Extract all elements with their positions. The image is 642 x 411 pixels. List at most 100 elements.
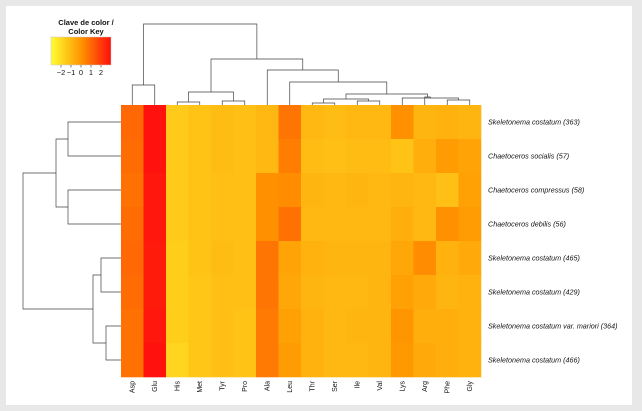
column-label: Ser bbox=[332, 380, 339, 392]
column-label: Phe bbox=[444, 381, 451, 394]
heatmap-cell bbox=[346, 105, 369, 140]
heatmap-cell bbox=[121, 241, 144, 276]
color-key-tick-label: 0 bbox=[79, 68, 83, 77]
heatmap-cell bbox=[166, 275, 189, 310]
heatmap-cell bbox=[346, 343, 369, 378]
heatmap-cell bbox=[166, 241, 189, 276]
column-labels: Asp Glu His Met Tyr Pro Ala Leu Thr Ser Ile Val Lys A… bbox=[129, 380, 474, 393]
heatmap-cell bbox=[413, 105, 437, 140]
heatmap-cell bbox=[346, 207, 369, 242]
heatmap-cell bbox=[391, 343, 414, 378]
heatmap-cell bbox=[368, 343, 392, 378]
heatmap-cell bbox=[346, 139, 369, 174]
heatmap-cell bbox=[211, 241, 234, 276]
row-label: Chaetoceros compressus (58) bbox=[488, 186, 584, 195]
heatmap-cell bbox=[278, 207, 302, 242]
heatmap-cell bbox=[211, 139, 234, 174]
heatmap-cell bbox=[211, 207, 234, 242]
heatmap-cell bbox=[211, 173, 234, 208]
heatmap-cell bbox=[211, 275, 234, 310]
column-label: Leu bbox=[287, 381, 294, 393]
heatmap-cell bbox=[413, 207, 437, 242]
heatmap-cell bbox=[368, 275, 392, 310]
row-labels: Skeletonema costatum (363) Chaetoceros so… bbox=[488, 118, 618, 365]
row-label: Skeletonema costatum (465) bbox=[488, 254, 580, 263]
heatmap-cell bbox=[143, 139, 167, 174]
column-label: Ile bbox=[354, 381, 361, 389]
heatmap-cell bbox=[166, 173, 189, 208]
heatmap-cell bbox=[436, 343, 459, 378]
heatmap-cell bbox=[413, 309, 437, 344]
heatmap-cell bbox=[143, 241, 167, 276]
heatmap-cell bbox=[301, 241, 324, 276]
row-label: Skeletonema costatum (466) bbox=[488, 356, 580, 365]
color-key-tick-label: −2 bbox=[57, 68, 66, 77]
dendrogram-branch bbox=[311, 102, 336, 105]
heatmap-cell bbox=[436, 173, 459, 208]
heatmap-cell bbox=[391, 309, 414, 344]
dendrogram-branch bbox=[289, 81, 388, 105]
heatmap-cell bbox=[211, 309, 234, 344]
heatmap-cells bbox=[121, 105, 482, 378]
heatmap-cell bbox=[368, 207, 392, 242]
color-key-tick-label: 1 bbox=[89, 68, 93, 77]
heatmap-cell bbox=[368, 139, 392, 174]
heatmap-cell bbox=[256, 207, 279, 242]
heatmap-cell bbox=[436, 241, 459, 276]
column-label: Gly bbox=[467, 381, 474, 392]
heatmap-cell bbox=[121, 275, 144, 310]
heatmap-cell bbox=[413, 241, 437, 276]
dendrogram-branch bbox=[67, 121, 121, 157]
heatmap-cell bbox=[188, 241, 212, 276]
heatmap-cell bbox=[233, 105, 257, 140]
heatmap-cell bbox=[278, 241, 302, 276]
column-label: Tyr bbox=[219, 380, 226, 390]
column-label: Arg bbox=[422, 381, 429, 392]
heatmap-cell bbox=[323, 207, 347, 242]
heatmap-cell bbox=[166, 309, 189, 344]
column-label: Glu bbox=[152, 381, 159, 392]
heatmap-cell bbox=[278, 173, 302, 208]
heatmap-cell bbox=[301, 309, 324, 344]
heatmap-cell bbox=[188, 207, 212, 242]
dendrogram-branch bbox=[188, 91, 234, 102]
heatmap-cell bbox=[278, 343, 302, 378]
heatmap-chart: Clave de color / Color Key −2 −1 0 1 2 Asp Gl… bbox=[22, 18, 618, 393]
column-label: Ala bbox=[264, 381, 271, 391]
heatmap-cell bbox=[346, 241, 369, 276]
heatmap-cell bbox=[256, 275, 279, 310]
heatmap-cell bbox=[233, 139, 257, 174]
color-key-tick-label: 2 bbox=[99, 68, 103, 77]
heatmap-cell bbox=[413, 173, 437, 208]
heatmap-cell bbox=[188, 105, 212, 140]
color-key-tick-label: −1 bbox=[67, 68, 76, 77]
heatmap-cell bbox=[391, 275, 414, 310]
column-label: His bbox=[174, 381, 181, 392]
heatmap-cell bbox=[301, 173, 324, 208]
dendrogram-branch bbox=[22, 172, 93, 310]
heatmap-cell bbox=[211, 343, 234, 378]
heatmap-cell bbox=[436, 207, 459, 242]
heatmap-cell bbox=[256, 241, 279, 276]
heatmap-cell bbox=[188, 343, 212, 378]
dendrogram-branch bbox=[401, 97, 459, 105]
heatmap-cell bbox=[166, 139, 189, 174]
heatmap-cell bbox=[233, 173, 257, 208]
heatmap-cell bbox=[233, 309, 257, 344]
heatmap-cell bbox=[301, 105, 324, 140]
dendrogram-branch bbox=[131, 84, 156, 105]
column-label: Asp bbox=[129, 381, 136, 393]
heatmap-cell bbox=[413, 275, 437, 310]
heatmap-cell bbox=[143, 309, 167, 344]
heatmap-cell bbox=[301, 275, 324, 310]
heatmap-cell bbox=[458, 241, 482, 276]
heatmap-cell bbox=[368, 173, 392, 208]
color-key: Clave de color / Color Key −2 −1 0 1 2 bbox=[50, 18, 115, 77]
heatmap-cell bbox=[188, 309, 212, 344]
heatmap-cell bbox=[458, 343, 482, 378]
column-label: Lys bbox=[399, 381, 406, 392]
heatmap-cell bbox=[143, 343, 167, 378]
heatmap-cell bbox=[188, 173, 212, 208]
dendrogram-branch bbox=[105, 325, 121, 361]
heatmap-cell bbox=[391, 241, 414, 276]
